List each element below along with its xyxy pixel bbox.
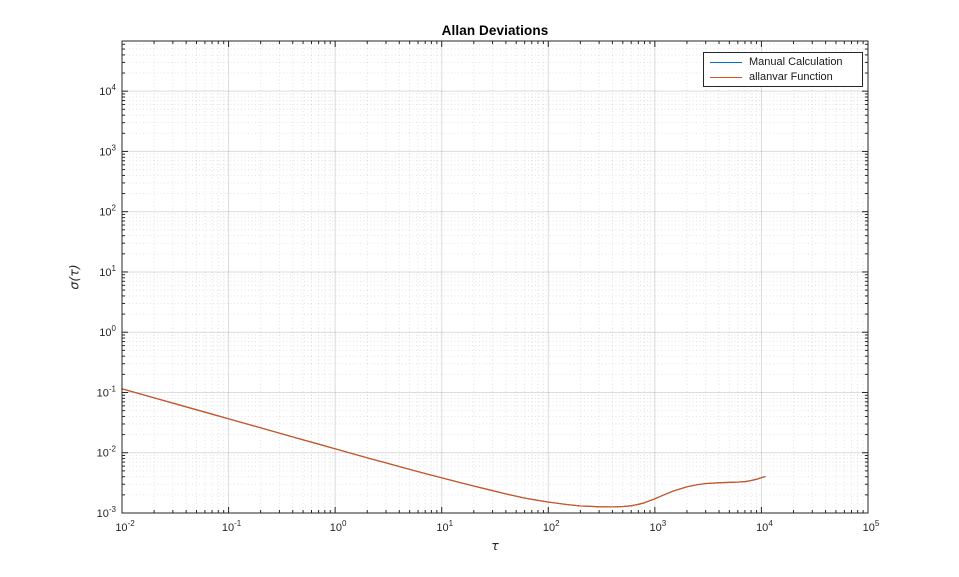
x-axis-label: τ <box>491 538 499 553</box>
series-line-allanvar-function <box>121 388 766 508</box>
tick-label: 103 <box>650 519 667 534</box>
tick-label: 102 <box>99 204 116 219</box>
tick-label: 10-2 <box>115 519 135 534</box>
x-tick-labels: 10-2 10-1 100 101 102 103 104 105 <box>115 519 880 534</box>
tick-label: 101 <box>99 264 116 279</box>
y-tick-labels: 10-3 10-2 10-1 100 101 102 103 104 <box>97 83 117 520</box>
tick-label: 102 <box>543 519 560 534</box>
tick-label: 104 <box>99 83 116 98</box>
tick-label: 10-1 <box>97 384 117 399</box>
tick-label: 10-1 <box>222 519 242 534</box>
tick-label: 10-2 <box>97 445 117 460</box>
grid-minor <box>122 41 868 513</box>
tick-label: 100 <box>99 324 116 339</box>
tick-label: 101 <box>436 519 453 534</box>
legend-label: Manual Calculation <box>749 56 843 68</box>
legend-entry-allanvar-function: allanvar Function <box>704 71 862 83</box>
chart-title: Allan Deviations <box>441 23 549 38</box>
tick-label: 100 <box>330 519 347 534</box>
grid-major <box>121 41 869 514</box>
tick-label: 105 <box>863 519 880 534</box>
axes-box <box>121 40 869 514</box>
tick-label: 103 <box>99 143 116 158</box>
axis-ticks <box>121 41 869 514</box>
tick-label: 10-3 <box>97 505 117 520</box>
legend: Manual Calculation allanvar Function <box>703 52 863 87</box>
legend-line-sample-orange <box>710 76 742 78</box>
y-axis-label: σ(τ) <box>66 264 82 290</box>
legend-line-sample-blue <box>710 61 742 63</box>
legend-entry-manual-calculation: Manual Calculation <box>704 56 862 68</box>
legend-label: allanvar Function <box>749 71 833 83</box>
tick-label: 104 <box>756 519 773 534</box>
